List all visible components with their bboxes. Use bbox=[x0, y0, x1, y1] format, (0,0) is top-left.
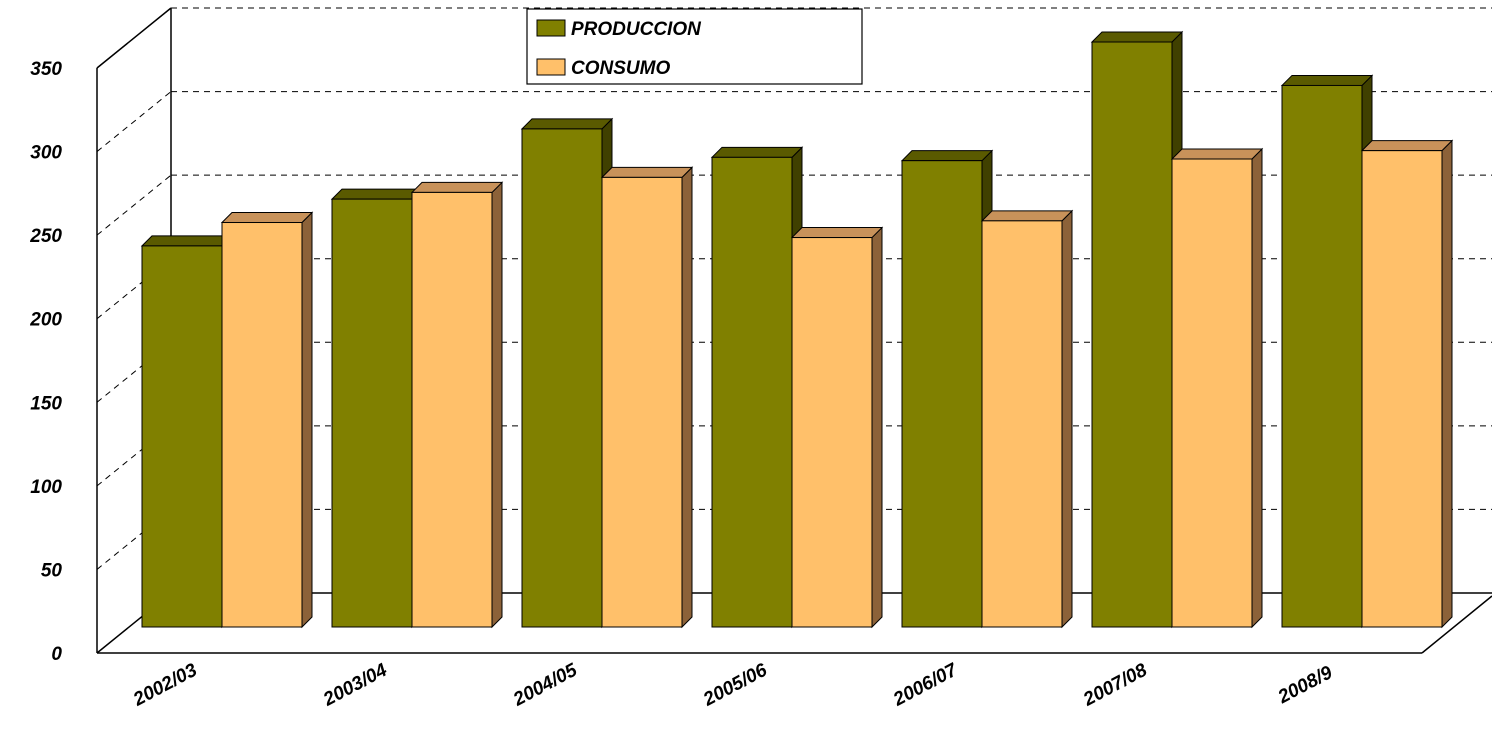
x-tick-label: 2004/05 bbox=[509, 660, 581, 711]
bar-top-face bbox=[220, 212, 314, 224]
bar-top-face bbox=[520, 118, 614, 130]
bar-consumo-2004-05 bbox=[600, 166, 694, 629]
bar-front-face bbox=[331, 198, 413, 628]
x-tick-label: 2003/04 bbox=[319, 660, 391, 711]
bar-top-face bbox=[140, 235, 234, 247]
bar-top-face bbox=[980, 210, 1074, 222]
x-tick-label: 2002/03 bbox=[129, 660, 201, 711]
bar-consumo-2007-08 bbox=[1170, 147, 1264, 629]
bar-top-face bbox=[790, 227, 884, 239]
x-axis-tick-labels: 2002/03 2003/04 2004/05 2005/06 2006/07 2007/… bbox=[129, 659, 1336, 711]
legend-label-consumo: CONSUMO bbox=[571, 58, 670, 79]
bar-top-face bbox=[1360, 140, 1454, 152]
bar-produccion-2004-05 bbox=[520, 117, 614, 629]
y-tick-label: 0 bbox=[51, 644, 62, 665]
y-tick-label: 100 bbox=[30, 477, 62, 498]
bar-consumo-2002-03 bbox=[220, 211, 314, 629]
bar-top-face bbox=[710, 146, 804, 158]
bar-front-face bbox=[141, 245, 223, 628]
x-tick-label: 2006/07 bbox=[889, 659, 962, 711]
x-tick-label: 2007/08 bbox=[1079, 660, 1151, 711]
y-tick-label: 50 bbox=[41, 560, 63, 581]
y-tick-label: 150 bbox=[30, 393, 62, 414]
gridline-side bbox=[96, 91, 172, 152]
bar-top-face bbox=[1090, 31, 1184, 43]
bar-top-face bbox=[600, 166, 694, 178]
bar-produccion-2003-04 bbox=[330, 187, 424, 629]
bar-top-face bbox=[900, 150, 994, 162]
y-tick-label: 250 bbox=[29, 226, 62, 247]
bar-side-face bbox=[301, 211, 313, 629]
bar-side-face bbox=[491, 181, 503, 629]
bar-front-face bbox=[1091, 41, 1173, 628]
bar-top-face bbox=[1170, 148, 1264, 160]
legend-item-consumo: CONSUMO bbox=[536, 58, 670, 79]
bar-front-face bbox=[1281, 84, 1363, 628]
legend-box bbox=[526, 8, 863, 85]
y-tick-label: 200 bbox=[29, 310, 62, 331]
y-tick-label: 300 bbox=[30, 143, 62, 164]
bar-side-face bbox=[871, 226, 883, 629]
bar-consumo-2003-04 bbox=[410, 181, 504, 629]
bar-front-face bbox=[601, 176, 683, 628]
bar-consumo-2005-06 bbox=[790, 226, 884, 629]
bar-produccion-2006-07 bbox=[900, 149, 994, 629]
bar-consumo-2006-07 bbox=[980, 209, 1074, 629]
bar-produccion-2008-9 bbox=[1280, 74, 1374, 629]
bar-side-face bbox=[681, 166, 693, 629]
bar-top-face bbox=[410, 181, 504, 193]
bar-front-face bbox=[521, 128, 603, 628]
legend-swatch-consumo bbox=[536, 58, 566, 76]
y-axis-tick-labels: 0 50 100 150 200 250 300 350 bbox=[29, 59, 62, 665]
bar-front-face bbox=[791, 237, 873, 628]
y-tick-label: 350 bbox=[30, 59, 62, 80]
x-tick-label: 2008/9 bbox=[1274, 662, 1336, 708]
bar-front-face bbox=[901, 160, 983, 628]
x-tick-label: 2005/06 bbox=[699, 660, 771, 711]
bar-front-face bbox=[221, 222, 303, 628]
bar-front-face bbox=[411, 191, 493, 628]
bar-top-face bbox=[330, 188, 424, 200]
legend: PRODUCCION CONSUMO bbox=[526, 8, 863, 85]
legend-item-produccion: PRODUCCION bbox=[536, 19, 702, 40]
bar-side-face bbox=[1441, 139, 1453, 629]
bar-side-face bbox=[1251, 147, 1263, 629]
bar-side-face bbox=[1061, 209, 1073, 629]
bars bbox=[140, 30, 1454, 629]
bar-front-face bbox=[981, 220, 1063, 628]
bar-front-face bbox=[1171, 158, 1253, 628]
bar-front-face bbox=[1361, 150, 1443, 628]
legend-swatch-produccion bbox=[536, 19, 566, 37]
floor-right-edge bbox=[1421, 595, 1492, 654]
bar-front-face bbox=[711, 156, 793, 628]
legend-label-produccion: PRODUCCION bbox=[571, 19, 702, 40]
gridline-side bbox=[96, 174, 172, 236]
bar-produccion-2007-08 bbox=[1090, 30, 1184, 629]
bar-top-face bbox=[1280, 74, 1374, 86]
gridline-side bbox=[96, 7, 172, 69]
bar-produccion-2005-06 bbox=[710, 146, 804, 629]
bar-produccion-2002-03 bbox=[140, 234, 234, 629]
bar-consumo-2008-9 bbox=[1360, 139, 1454, 629]
